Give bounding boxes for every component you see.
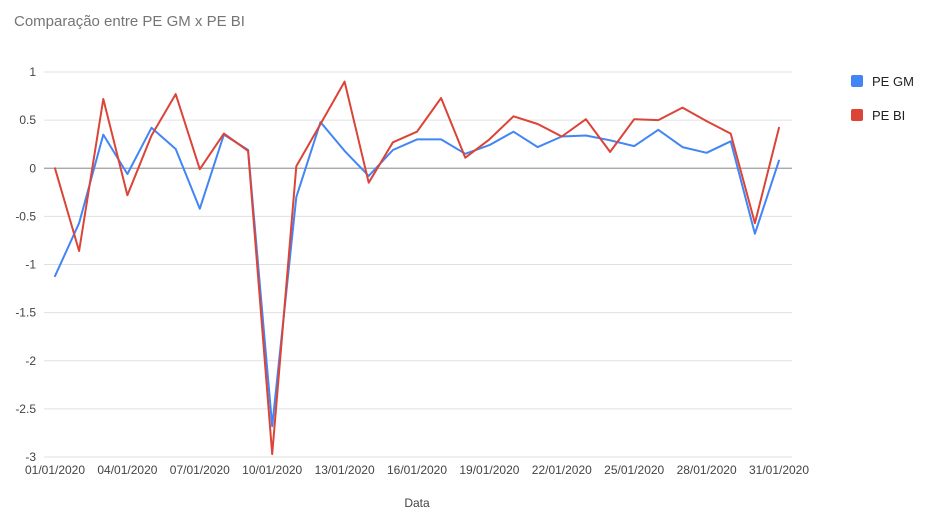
x-tick-label: 16/01/2020 bbox=[387, 463, 447, 477]
grid-lines bbox=[44, 71, 792, 458]
y-tick-label: -1.5 bbox=[15, 306, 36, 320]
x-tick-label: 28/01/2020 bbox=[677, 463, 737, 477]
x-tick-label: 01/01/2020 bbox=[25, 463, 85, 477]
legend-label: PE GM bbox=[872, 74, 914, 89]
legend-swatch bbox=[851, 75, 863, 87]
x-tick-label: 13/01/2020 bbox=[315, 463, 375, 477]
y-tick-label: -2 bbox=[25, 354, 36, 368]
y-axis-ticks: 1 0.5 0 -0.5 -1 -1.5 -2 -2.5 -3 bbox=[15, 65, 36, 464]
y-tick-label: -0.5 bbox=[15, 209, 36, 223]
x-tick-label: 10/01/2020 bbox=[242, 463, 302, 477]
x-tick-label: 22/01/2020 bbox=[532, 463, 592, 477]
y-tick-label: -3 bbox=[25, 450, 36, 464]
legend: PE GM PE BI bbox=[851, 74, 914, 123]
y-tick-label: 0.5 bbox=[19, 113, 36, 127]
legend-swatch bbox=[851, 109, 863, 121]
series-line-pe-gm bbox=[54, 121, 780, 428]
x-tick-label: 19/01/2020 bbox=[459, 463, 519, 477]
series-lines bbox=[54, 80, 780, 456]
y-tick-label: 1 bbox=[29, 65, 36, 79]
x-tick-label: 25/01/2020 bbox=[604, 463, 664, 477]
series-line-pe-bi bbox=[54, 80, 780, 456]
y-tick-label: 0 bbox=[29, 161, 36, 175]
x-tick-label: 04/01/2020 bbox=[97, 463, 157, 477]
y-tick-label: -1 bbox=[25, 258, 36, 272]
x-axis-ticks: 01/01/2020 04/01/2020 07/01/2020 10/01/2020… bbox=[25, 463, 809, 477]
x-axis-label: Data bbox=[404, 496, 430, 510]
x-tick-label: 31/01/2020 bbox=[749, 463, 809, 477]
legend-label: PE BI bbox=[872, 108, 905, 123]
y-tick-label: -2.5 bbox=[15, 402, 36, 416]
x-tick-label: 07/01/2020 bbox=[170, 463, 230, 477]
chart-title: Comparação entre PE GM x PE BI bbox=[14, 13, 245, 30]
